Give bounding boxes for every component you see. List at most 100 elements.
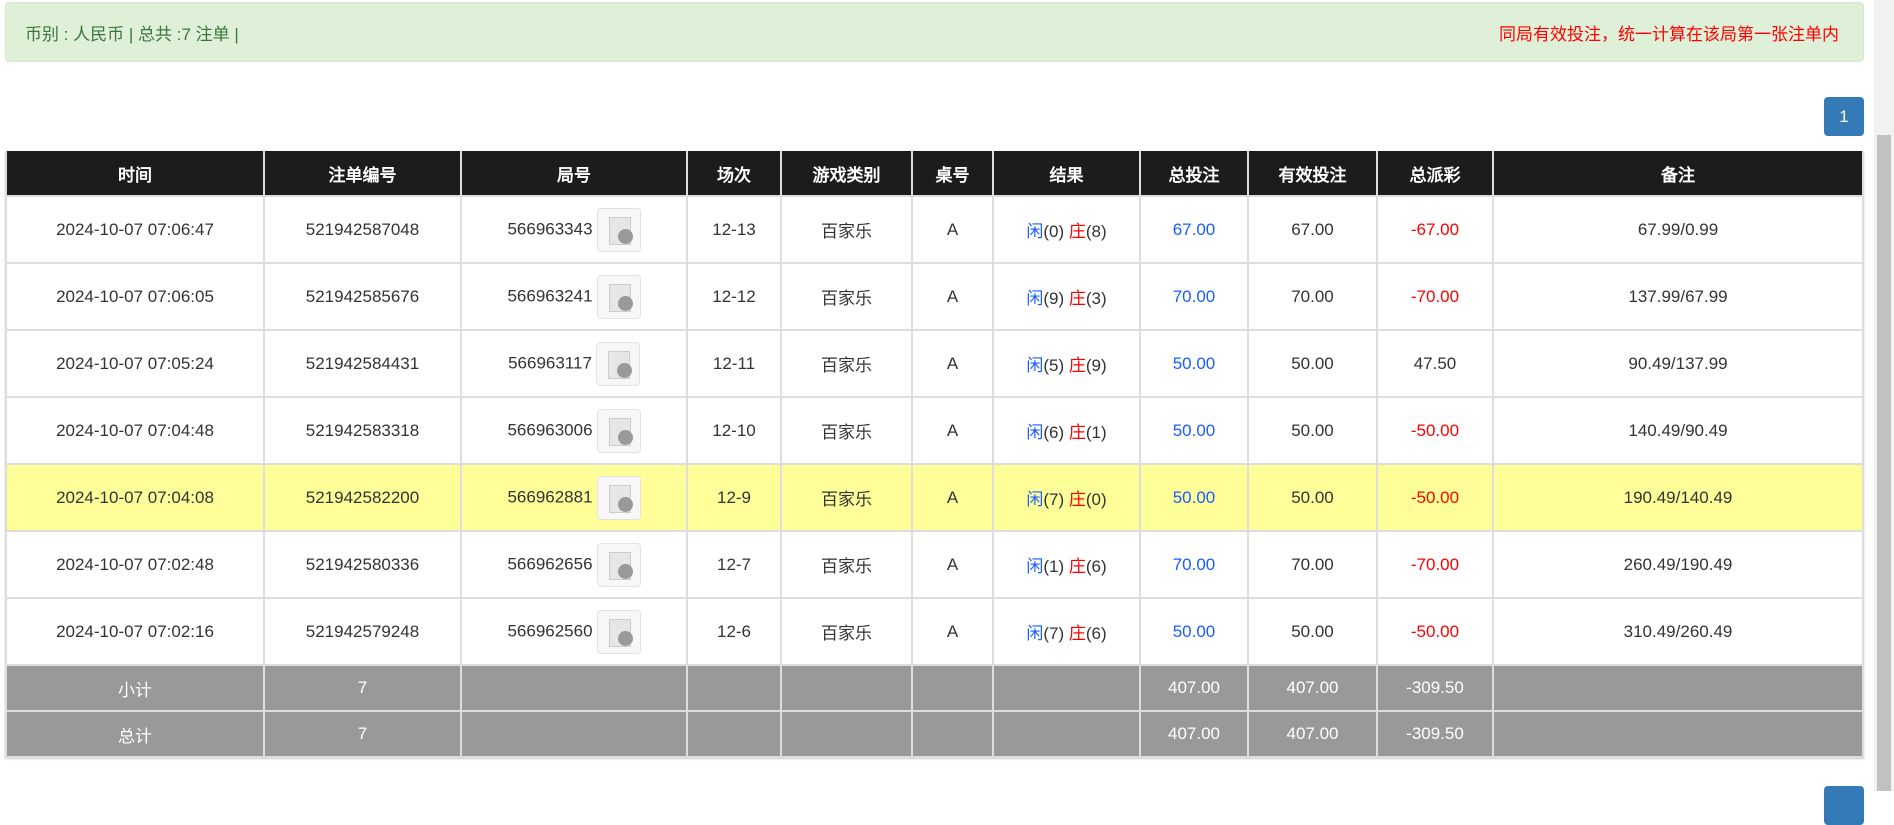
bet-time: 2024-10-07 07:04:48 [5,396,265,465]
total-bet: 50.00 [1139,396,1249,465]
banker-points: (8) [1085,222,1107,241]
column-header: 结果 [992,151,1141,197]
bet-id: 521942583318 [263,396,462,465]
banker-points: (9) [1085,356,1107,375]
player-points: (7) [1043,490,1065,509]
bet-id: 521942579248 [263,597,462,666]
column-header: 时间 [5,151,265,197]
game-type: 百家乐 [780,597,913,666]
round-cell: 566962881 [460,463,688,532]
player-points: (5) [1043,356,1065,375]
video-replay-icon[interactable] [596,408,641,453]
column-header: 总投注 [1139,151,1249,197]
session: 12-12 [686,262,782,331]
round-cell: 566963241 [460,262,688,331]
total-bet: 50.00 [1139,329,1249,398]
remark: 260.49/190.49 [1492,530,1864,599]
valid-bet: 50.00 [1247,329,1378,398]
video-replay-icon[interactable] [596,609,641,654]
payout: 47.50 [1376,329,1494,398]
bet-id: 521942580336 [263,530,462,599]
column-header: 游戏类别 [780,151,913,197]
total-bet: 70.00 [1139,262,1249,331]
summary-payout: -309.50 [1376,710,1494,758]
banker-points: (3) [1085,289,1107,308]
bet-time: 2024-10-07 07:02:16 [5,597,265,666]
table-row: 2024-10-07 07:04:48 521942583318 5669630… [5,396,1864,465]
valid-bet: 50.00 [1247,597,1378,666]
remark: 190.49/140.49 [1492,463,1864,532]
page-1-button[interactable]: 1 [1824,97,1864,136]
table-number: A [911,597,994,666]
round-number: 566963006 [507,419,593,439]
round-cell: 566963343 [460,195,688,264]
payout: -67.00 [1376,195,1494,264]
game-type: 百家乐 [780,396,913,465]
table-number: A [911,530,994,599]
result: 闲(7) 庄(6) [992,597,1141,666]
table-number: A [911,329,994,398]
bet-id: 521942585676 [263,262,462,331]
banker-label: 庄 [1068,557,1086,576]
table-row: 2024-10-07 07:05:24 521942584431 5669631… [5,329,1864,398]
valid-bet: 50.00 [1247,463,1378,532]
summary-label: 总计 [5,710,265,758]
round-number: 566963343 [507,218,593,238]
scrollbar-thumb[interactable] [1877,135,1891,791]
player-label: 闲 [1026,624,1044,643]
game-type: 百家乐 [780,262,913,331]
table-row: 2024-10-07 07:06:47 521942587048 5669633… [5,195,1864,264]
banker-label: 庄 [1068,624,1086,643]
summary-row: 总计 7 407.00 407.00 -309.50 [5,710,1864,758]
remark: 137.99/67.99 [1492,262,1864,331]
bet-time: 2024-10-07 07:05:24 [5,329,265,398]
result: 闲(9) 庄(3) [992,262,1141,331]
round-cell: 566962560 [460,597,688,666]
remark: 90.49/137.99 [1492,329,1864,398]
banker-label: 庄 [1068,356,1086,375]
video-replay-icon[interactable] [596,274,641,319]
round-number: 566962656 [507,553,593,573]
game-type: 百家乐 [780,195,913,264]
bet-id: 521942584431 [263,329,462,398]
player-label: 闲 [1026,557,1044,576]
player-points: (0) [1043,222,1065,241]
player-label: 闲 [1026,423,1044,442]
video-replay-icon[interactable] [596,475,641,520]
banker-points: (0) [1085,490,1107,509]
round-number: 566963117 [508,352,592,372]
summary-valid-bet: 407.00 [1247,664,1378,712]
payout: -50.00 [1376,463,1494,532]
session: 12-13 [686,195,782,264]
valid-bet: 50.00 [1247,396,1378,465]
payout: -50.00 [1376,597,1494,666]
round-number: 566963241 [507,285,593,305]
banker-label: 庄 [1068,490,1086,509]
game-type: 百家乐 [780,530,913,599]
result: 闲(0) 庄(8) [992,195,1141,264]
table-number: A [911,262,994,331]
round-cell: 566963006 [460,396,688,465]
banker-label: 庄 [1068,289,1086,308]
payout: -50.00 [1376,396,1494,465]
video-replay-icon[interactable] [596,542,641,587]
video-replay-icon[interactable] [596,207,641,252]
player-points: (1) [1043,557,1065,576]
page-button-bottom[interactable] [1824,786,1864,825]
column-header: 注单编号 [263,151,462,197]
bet-time: 2024-10-07 07:06:47 [5,195,265,264]
table-number: A [911,463,994,532]
result: 闲(1) 庄(6) [992,530,1141,599]
summary-payout: -309.50 [1376,664,1494,712]
round-cell: 566962656 [460,530,688,599]
remark: 310.49/260.49 [1492,597,1864,666]
banker-label: 庄 [1068,222,1086,241]
bet-time: 2024-10-07 07:06:05 [5,262,265,331]
player-label: 闲 [1026,222,1044,241]
bet-id: 521942582200 [263,463,462,532]
player-label: 闲 [1026,356,1044,375]
player-points: (7) [1043,624,1065,643]
total-bet: 50.00 [1139,597,1249,666]
total-bet: 50.00 [1139,463,1249,532]
video-replay-icon[interactable] [595,341,640,386]
